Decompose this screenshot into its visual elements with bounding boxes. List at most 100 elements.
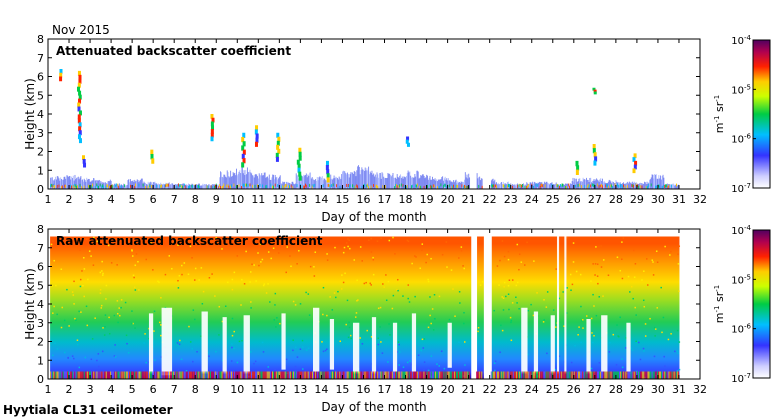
backscatter-cell [106, 184, 108, 188]
y-tick-label: 0 [37, 373, 44, 386]
cloud-feature [298, 175, 302, 181]
surface-band-cell [520, 371, 522, 379]
surface-band-cell [97, 371, 99, 379]
raw-signal-column [327, 236, 331, 379]
noise-speckle [224, 305, 227, 308]
backscatter-cell [163, 184, 165, 189]
noise-speckle [460, 250, 463, 252]
surface-band-cell [212, 371, 214, 379]
backscatter-cell [418, 178, 420, 189]
surface-band-cell [371, 371, 373, 379]
surface-band-cell [649, 371, 651, 379]
backscatter-cell [634, 183, 636, 189]
surface-band-cell [662, 371, 664, 379]
surface-band-cell [364, 371, 366, 379]
backscatter-cell [140, 179, 142, 189]
surface-band-cell [171, 371, 173, 379]
noise-speckle [414, 295, 416, 298]
backscatter-cell [50, 183, 52, 187]
backscatter-cell [442, 184, 444, 188]
backscatter-cell [348, 185, 350, 189]
raw-signal-column [359, 236, 362, 379]
cloud-feature [298, 155, 302, 161]
noise-speckle [641, 279, 643, 281]
noise-speckle [83, 295, 85, 298]
y-tick-label: 7 [37, 242, 44, 255]
surface-band-cell [504, 371, 506, 379]
backscatter-cell [75, 184, 77, 188]
surface-band-cell [137, 371, 139, 379]
cloud-feature [77, 102, 81, 108]
backscatter-cell [73, 183, 75, 187]
cloud-feature [592, 148, 596, 154]
backscatter-cell [88, 185, 90, 189]
noise-speckle [294, 346, 297, 349]
surface-band-cell [181, 371, 183, 379]
backscatter-cell [609, 180, 611, 189]
backscatter-cell [533, 181, 535, 189]
noise-speckle [493, 309, 495, 312]
surface-band-cell [581, 371, 583, 379]
noise-speckle [612, 333, 615, 336]
noise-speckle [530, 303, 532, 306]
surface-band-cell [441, 371, 443, 379]
noise-speckle [631, 349, 634, 351]
backscatter-cell [659, 178, 661, 189]
noise-speckle [502, 309, 505, 311]
raw-signal-column [622, 236, 625, 379]
surface-band-cell [345, 371, 347, 379]
surface-band-cell [158, 371, 160, 379]
backscatter-cell [540, 183, 542, 187]
backscatter-cell [416, 184, 418, 188]
surface-band-cell [501, 371, 503, 379]
backscatter-cell [368, 174, 370, 189]
surface-band-cell [390, 371, 392, 379]
surface-band-cell [232, 371, 234, 379]
surface-band-cell [79, 371, 81, 379]
surface-band-cell [429, 371, 431, 379]
backscatter-cell [86, 177, 88, 189]
backscatter-cell [304, 185, 306, 189]
backscatter-cell [400, 174, 402, 189]
backscatter-cell [378, 177, 380, 189]
noise-speckle [423, 338, 426, 340]
surface-band-cell [550, 371, 552, 379]
backscatter-cell [65, 184, 67, 188]
noise-speckle [427, 326, 430, 329]
surface-band-cell [419, 371, 421, 379]
backscatter-cell [320, 177, 322, 189]
noise-speckle [417, 354, 420, 357]
surface-band-cell [671, 371, 673, 379]
backscatter-cell [57, 176, 59, 189]
raw-signal-column [590, 236, 594, 379]
raw-signal-column [390, 236, 394, 379]
noise-speckle [81, 270, 83, 272]
cloud-feature [254, 129, 258, 135]
backscatter-cell [179, 184, 181, 188]
backscatter-cell [511, 184, 513, 189]
raw-signal-column [228, 236, 232, 379]
surface-band-cell [270, 371, 272, 379]
surface-band-cell [221, 371, 223, 379]
backscatter-cell [597, 180, 599, 189]
backscatter-cell [134, 186, 136, 189]
surface-band-cell [653, 371, 655, 379]
backscatter-cell [141, 178, 143, 189]
white-gap [281, 313, 286, 370]
backscatter-cell [347, 183, 349, 187]
surface-band-cell [629, 371, 631, 379]
surface-band-cell [89, 371, 91, 379]
backscatter-cell [226, 170, 228, 189]
backscatter-cell [93, 178, 94, 189]
surface-band-cell [113, 371, 115, 379]
backscatter-cell [463, 185, 465, 189]
backscatter-cell [520, 184, 522, 188]
backscatter-cell [522, 183, 524, 189]
noise-speckle [269, 301, 271, 303]
cloud-feature [277, 148, 281, 154]
raw-signal-column [247, 236, 251, 379]
raw-signal-column [273, 236, 276, 379]
noise-speckle [677, 253, 679, 255]
surface-band-cell [658, 371, 661, 379]
backscatter-cell [629, 182, 631, 189]
